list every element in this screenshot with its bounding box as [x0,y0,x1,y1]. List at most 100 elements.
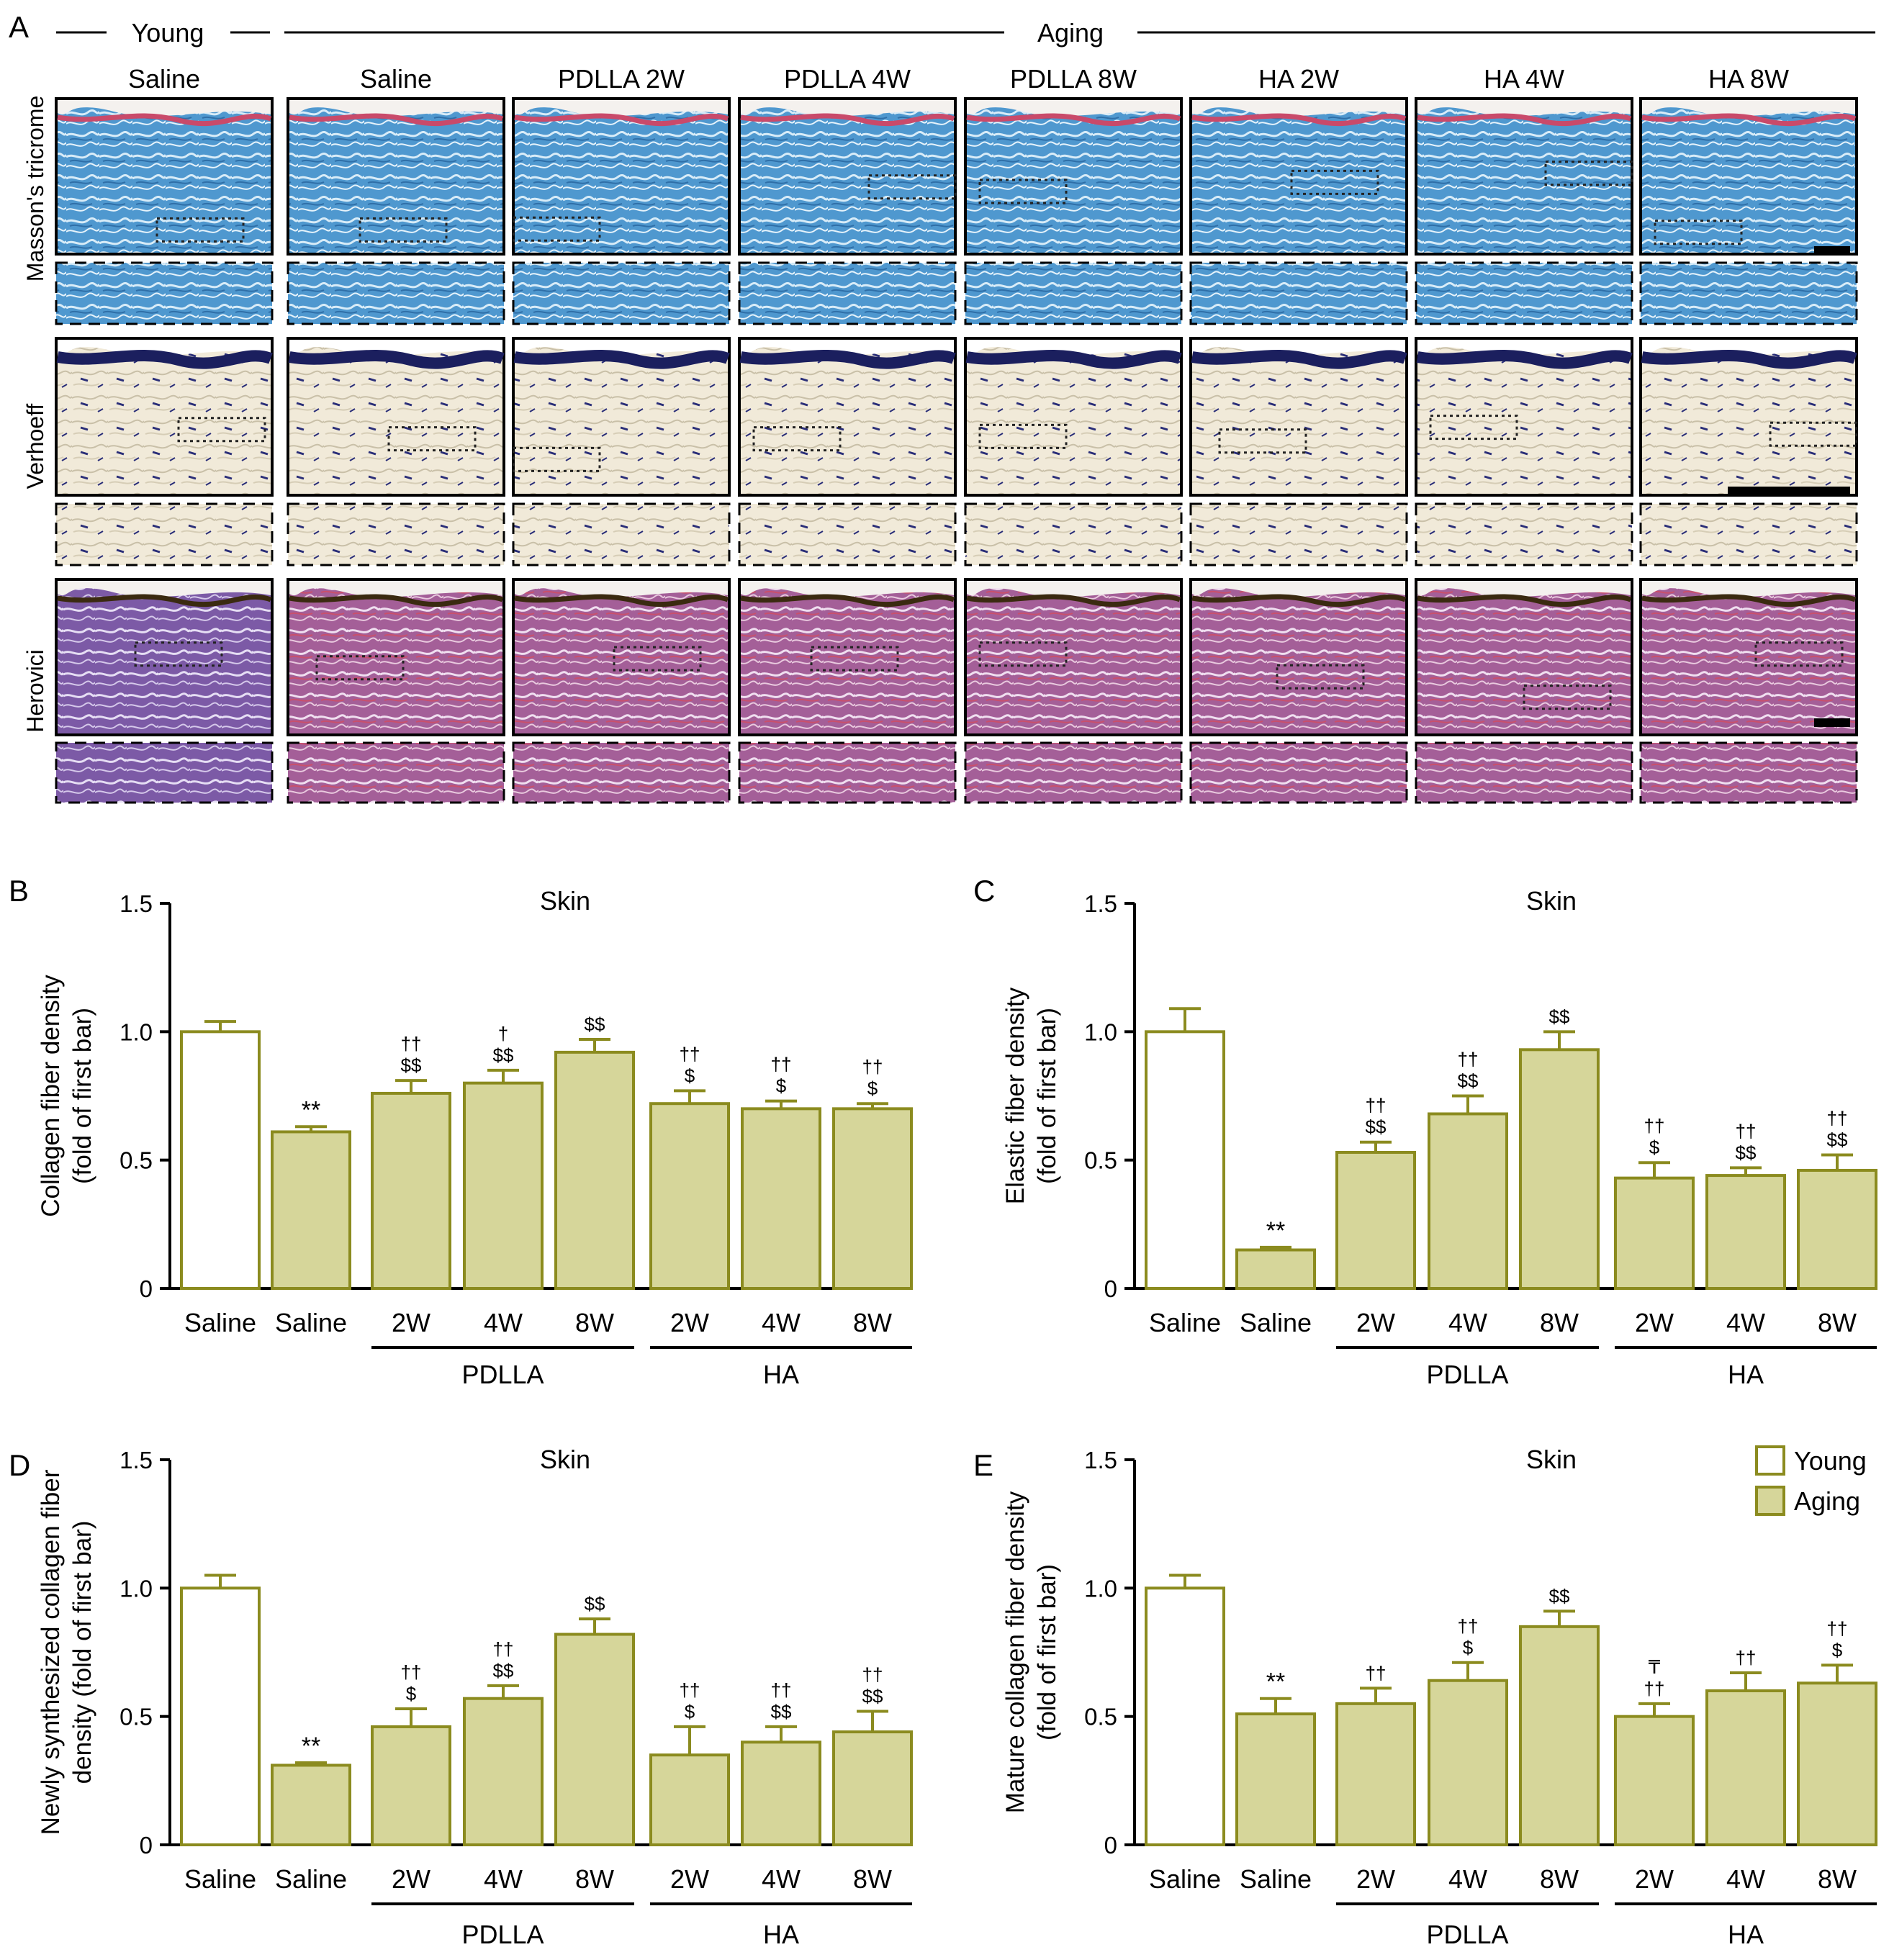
x-tick-label: 8W [853,1864,892,1894]
histology-image [55,97,274,256]
epidermis-edge [1641,349,1857,369]
bar-aging [371,1725,451,1847]
epidermis-layer [58,100,271,117]
x-tick-label: Saline [1240,1308,1312,1337]
significance-label: †† [1644,1115,1665,1137]
chart-title: Skin [1526,886,1577,916]
roi-box [512,446,601,472]
y-axis-label: density (fold of first bar) [68,1521,96,1784]
bar-aging [832,1730,913,1846]
epidermis-edge [514,113,729,127]
y-tick-label: 0 [140,1275,153,1302]
y-tick-label: 1.5 [120,890,153,917]
bar-aging [1335,1150,1416,1291]
panel-letter: D [9,1448,30,1482]
significance-label: †† [862,1664,883,1686]
bar-aging [1797,1681,1877,1847]
roi-box [512,216,601,242]
zoom-inset [55,502,274,566]
group-label: PDLLA [461,1920,544,1949]
x-tick-label: Saline [275,1864,347,1894]
y-tick-label: 1.0 [1084,1019,1117,1045]
histology-image [1415,578,1633,736]
epidermis-layer [967,340,1180,356]
y-tick-label: 0.5 [120,1147,153,1174]
x-tick-label: 8W [575,1308,614,1337]
column-header: HA 2W [1258,64,1339,94]
significance-label: $$ [493,1660,514,1681]
significance-label: †† [1644,1678,1665,1699]
zoom-inset [55,741,274,804]
scale-bar-verhoeff [1728,487,1850,495]
zoom-inset [964,741,1183,804]
x-tick-label: 2W [392,1308,430,1337]
x-tick-label: 2W [1356,1308,1395,1337]
epidermis-edge [966,594,1181,608]
x-tick-label: Saline [184,1308,256,1337]
epidermis-edge [966,113,1181,127]
chart-b: B Skin Collagen fiber density (fold of firs… [9,874,913,1389]
group-label: HA [763,1920,799,1949]
bar-aging [741,1107,821,1291]
epidermis-edge [513,349,730,369]
significance-label: $$ [1458,1070,1479,1092]
significance-label: †† [862,1056,883,1078]
significance-label: $$ [585,1593,605,1614]
significance-label: †† [401,1661,422,1683]
bar-aging [271,1130,351,1291]
significance-label: ** [302,1733,320,1760]
x-tick-label: 8W [1818,1308,1857,1337]
x-tick-label: Saline [1149,1308,1221,1337]
significance-label: $$ [401,1054,422,1076]
bar-aging [1705,1689,1786,1846]
significance-label: †† [1827,1108,1848,1129]
y-tick-label: 0 [140,1832,153,1859]
panel-a: A Young Aging Saline Saline PDLLA 2W PDLLA … [9,10,1875,804]
bar-aging [554,1050,635,1291]
epidermis-edge [1191,594,1407,608]
epidermis-layer [741,100,954,117]
x-tick-label: 8W [853,1308,892,1337]
panel-letter: E [973,1448,993,1482]
epidermis-edge [288,349,505,369]
row-label: Verhoeff [22,404,48,489]
roi-box [1654,220,1743,245]
significance-label: $$ [771,1701,792,1722]
epidermis-layer [741,581,954,597]
significance-label: † [498,1023,508,1044]
epidermis-layer [1417,340,1631,356]
significance-label: †† [1366,1095,1387,1116]
row-label: Masson's tricrome [22,96,48,282]
histology-image [1189,578,1408,736]
x-tick-label: Saline [1240,1864,1312,1894]
column-headers: Saline Saline PDLLA 2W PDLLA 4W PDLLA 8W HA 2… [128,64,1789,94]
chart-c: C Skin Elastic fiber density (fold of first… [973,874,1877,1389]
histology-image [512,337,731,497]
chart-d: D Skin Newly synthesized collagen fiber den… [9,1445,913,1949]
x-tick-label: 8W [1540,1308,1579,1337]
bar-aging [1705,1174,1786,1290]
significance-label: †† [1736,1120,1757,1142]
significance-label: †† [680,1679,700,1701]
bar-aging [271,1763,351,1847]
significance-label: †† [1827,1617,1848,1639]
significance-label: $$ [862,1686,883,1707]
histology-image [1415,97,1633,256]
x-tick-label: 4W [762,1864,801,1894]
significance-label: $$ [585,1013,605,1035]
roi-box [1429,415,1518,441]
bar-young [180,1586,261,1846]
y-tick-label: 1.0 [1084,1575,1117,1602]
roi-box [613,646,702,672]
zoom-inset [55,261,274,325]
epidermis-layer [1417,581,1631,597]
zoom-inset [512,261,731,325]
significance-label: †† [1458,1049,1479,1070]
x-tick-label: 2W [1356,1864,1395,1894]
histology-image [512,578,731,736]
histology-image [964,578,1183,736]
x-tick-label: 8W [1540,1864,1579,1894]
roi-box [315,655,405,681]
